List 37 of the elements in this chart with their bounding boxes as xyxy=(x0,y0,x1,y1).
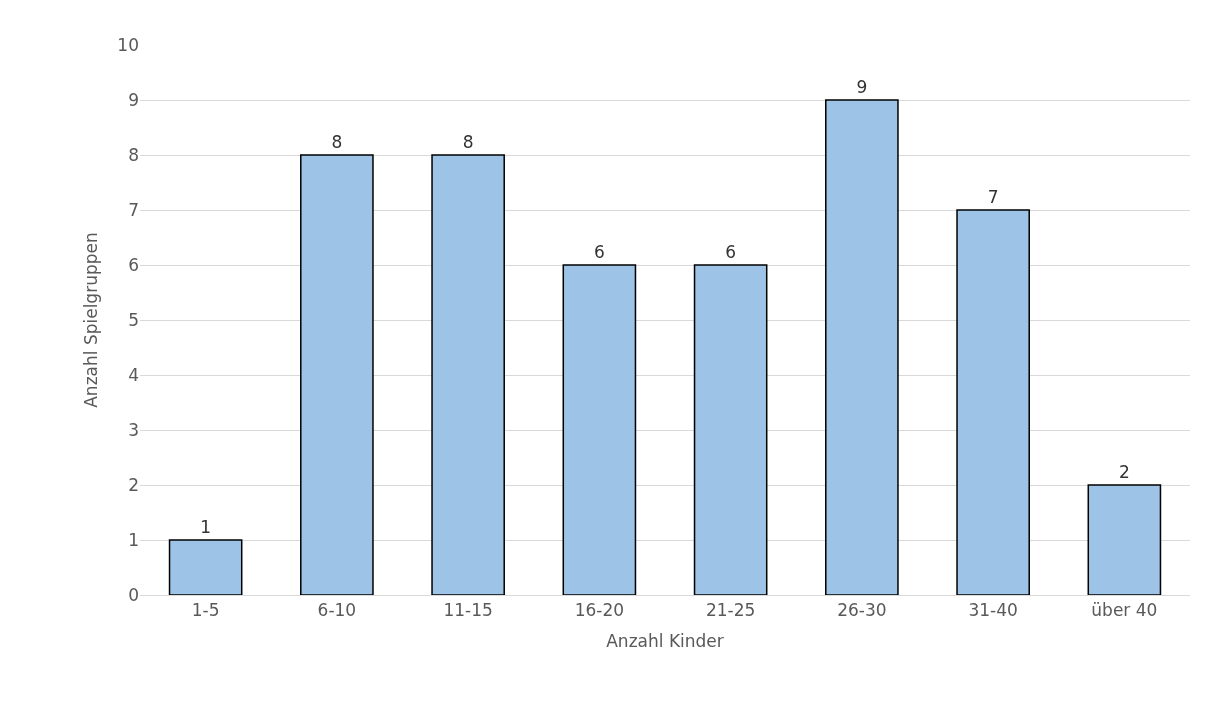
y-tick-label: 3 xyxy=(128,419,139,440)
data-label: 7 xyxy=(987,187,999,207)
x-tick-label: 26-30 xyxy=(837,600,887,621)
x-tick-label: über 40 xyxy=(1091,600,1158,621)
bar xyxy=(956,209,1030,595)
x-tick-label: 1-5 xyxy=(191,600,220,621)
bar xyxy=(1087,484,1162,595)
bar xyxy=(431,154,505,595)
bar xyxy=(825,99,899,595)
x-tick-label: 31-40 xyxy=(968,600,1018,621)
y-tick-label: 2 xyxy=(128,474,139,495)
data-label: 1 xyxy=(200,517,212,537)
bar xyxy=(300,154,374,595)
bar xyxy=(693,264,768,595)
data-label: 8 xyxy=(331,132,343,152)
x-tick-label: 11-15 xyxy=(443,600,493,621)
y-tick-label: 10 xyxy=(117,34,139,55)
bar xyxy=(168,539,243,595)
data-label: 9 xyxy=(856,77,868,97)
y-tick-label: 5 xyxy=(128,309,139,330)
y-tick-label: 8 xyxy=(128,144,139,165)
data-label: 2 xyxy=(1118,462,1130,482)
x-tick-label: 21-25 xyxy=(705,600,756,621)
y-tick-label: 9 xyxy=(128,89,139,110)
x-axis-title: Anzahl Kinder xyxy=(606,630,724,651)
x-tick-label: 16-20 xyxy=(574,600,625,621)
y-tick-label: 7 xyxy=(128,199,139,220)
y-tick-label: 1 xyxy=(128,529,139,550)
y-tick-label: 4 xyxy=(128,364,139,385)
data-label: 6 xyxy=(725,242,737,262)
y-axis-title: Anzahl Spielgruppen xyxy=(80,232,101,408)
data-label: 6 xyxy=(593,242,605,262)
y-tick-label: 0 xyxy=(128,584,139,605)
x-tick-label: 6-10 xyxy=(317,600,357,621)
y-tick-label: 6 xyxy=(128,254,139,275)
data-label: 8 xyxy=(462,132,474,152)
bar xyxy=(562,264,637,595)
